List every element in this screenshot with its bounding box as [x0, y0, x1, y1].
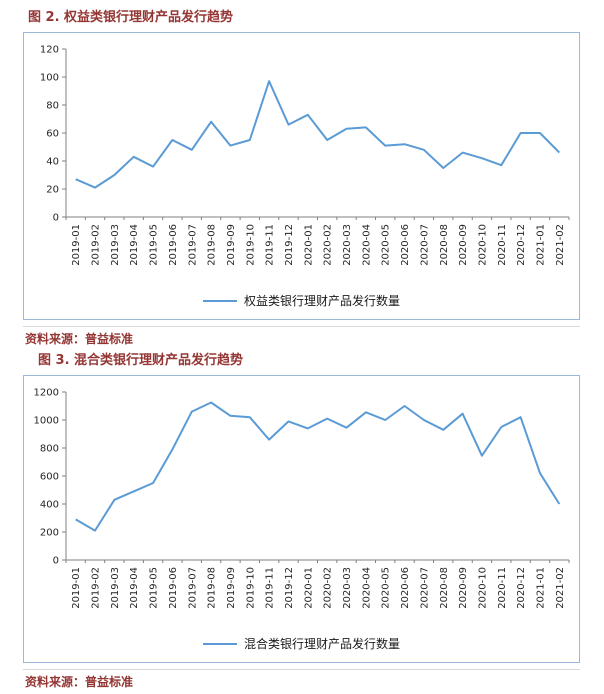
figure-3-legend: 混合类银行理财产品发行数量: [28, 634, 575, 658]
x-tick-label: 2020-09: [458, 567, 469, 609]
x-tick-label: 2020-12: [516, 224, 527, 266]
figure-3: 图 3. 混合类银行理财产品发行趋势 0 200 400 600 800 1000 1200…: [23, 351, 580, 694]
x-tick-label: 2020-05: [381, 224, 392, 266]
x-tick-label: 2019-12: [284, 567, 295, 609]
x-tick-label: 2020-05: [381, 567, 392, 609]
figure-2-legend: 权益类银行理财产品发行数量: [28, 291, 575, 315]
x-tick-label: 2020-08: [439, 567, 450, 609]
x-tick-label: 2019-10: [245, 567, 256, 609]
y-tick-label: 60: [46, 129, 59, 140]
legend-line-sample-icon: [202, 300, 237, 302]
figure-2: 图 2. 权益类银行理财产品发行趋势 0 20 40 60 80 100 120 2019-0…: [23, 8, 580, 351]
x-tick-label: 2019-12: [284, 224, 295, 266]
x-tick-label: 2019-09: [226, 567, 237, 609]
y-tick-label: 600: [40, 472, 59, 483]
series-line: [75, 401, 561, 532]
x-tick-label: 2019-01: [71, 567, 82, 609]
figure-2-source: 资料来源：普益标准: [23, 326, 580, 351]
x-tick-label: 2020-11: [497, 567, 508, 609]
x-tick-label: 2020-01: [303, 224, 314, 266]
x-tick-label: 2020-06: [400, 224, 411, 266]
x-tick-label: 2020-07: [419, 567, 430, 609]
x-tick-label: 2020-01: [303, 567, 314, 609]
x-tick-label: 2020-06: [400, 567, 411, 609]
x-tick-label: 2019-06: [168, 567, 179, 609]
x-tick-label: 2019-08: [207, 567, 218, 609]
x-tick-label: 2019-08: [207, 224, 218, 266]
x-tick-label: 2019-01: [71, 224, 82, 266]
x-tick-label: 2019-02: [91, 224, 102, 266]
x-tick-label: 2019-02: [91, 567, 102, 609]
figure-3-source: 资料来源：普益标准: [23, 669, 580, 694]
figure-2-legend-label: 权益类银行理财产品发行数量: [243, 294, 400, 308]
y-tick-label: 20: [46, 185, 59, 196]
x-tick-label: 2020-10: [477, 224, 488, 266]
x-tick-label: 2019-07: [187, 224, 198, 266]
x-tick-label: 2019-04: [129, 224, 140, 266]
figure-3-line-chart: 0 200 400 600 800 1000 1200 2019-01 2019-02 2019-…: [34, 388, 570, 609]
x-tick-label: 2019-03: [110, 224, 121, 266]
x-tick-label: 2020-04: [361, 224, 372, 266]
x-tick-label: 2020-09: [458, 224, 469, 266]
x-tick-label: 2020-11: [497, 224, 508, 266]
x-tick-label: 2021-01: [535, 567, 546, 609]
figure-3-title: 图 3. 混合类银行理财产品发行趋势: [38, 353, 244, 368]
x-tick-label: 2021-02: [555, 224, 566, 266]
y-tick-label: 0: [53, 213, 59, 224]
x-tick-label: 2021-02: [555, 567, 566, 609]
series-line: [75, 80, 561, 189]
figure-3-chart-frame: 0 200 400 600 800 1000 1200 2019-01 2019-02 2019-…: [23, 375, 580, 663]
x-tick-label: 2020-08: [439, 224, 450, 266]
figure-3-legend-label: 混合类银行理财产品发行数量: [243, 637, 400, 651]
y-tick-label: 40: [46, 157, 59, 168]
x-tick-label: 2020-10: [477, 567, 488, 609]
y-tick-label: 120: [40, 45, 59, 56]
y-tick-label: 400: [40, 500, 59, 511]
x-tick-label: 2019-05: [149, 224, 160, 266]
y-tick-label: 1200: [34, 388, 59, 399]
y-tick-label: 800: [40, 444, 59, 455]
x-tick-label: 2019-06: [168, 224, 179, 266]
x-tick-label: 2021-01: [535, 224, 546, 266]
x-tick-label: 2019-07: [187, 567, 198, 609]
y-tick-label: 100: [40, 73, 59, 84]
x-tick-label: 2020-03: [342, 224, 353, 266]
legend-line-sample-icon: [202, 643, 237, 645]
x-tick-label: 2019-11: [265, 224, 276, 266]
x-tick-label: 2019-03: [110, 567, 121, 609]
y-tick-label: 80: [46, 101, 59, 112]
x-tick-label: 2019-09: [226, 224, 237, 266]
x-tick-label: 2020-12: [516, 567, 527, 609]
y-tick-label: 200: [40, 528, 59, 539]
x-tick-label: 2019-10: [245, 224, 256, 266]
figure-2-title: 图 2. 权益类银行理财产品发行趋势: [28, 10, 234, 25]
y-tick-label: 0: [53, 556, 59, 567]
x-tick-label: 2020-03: [342, 567, 353, 609]
x-tick-label: 2019-05: [149, 567, 160, 609]
y-tick-label: 1000: [34, 416, 59, 427]
x-tick-label: 2019-04: [129, 567, 140, 609]
x-tick-label: 2020-07: [419, 224, 430, 266]
x-tick-label: 2019-11: [265, 567, 276, 609]
x-tick-label: 2020-02: [323, 567, 334, 609]
x-tick-label: 2020-04: [361, 567, 372, 609]
figure-2-line-chart: 0 20 40 60 80 100 120 2019-01 2019-02 2019-03 2019…: [40, 45, 570, 266]
x-tick-label: 2020-02: [323, 224, 334, 266]
figure-2-chart-frame: 0 20 40 60 80 100 120 2019-01 2019-02 2019-03 2019…: [23, 32, 580, 320]
